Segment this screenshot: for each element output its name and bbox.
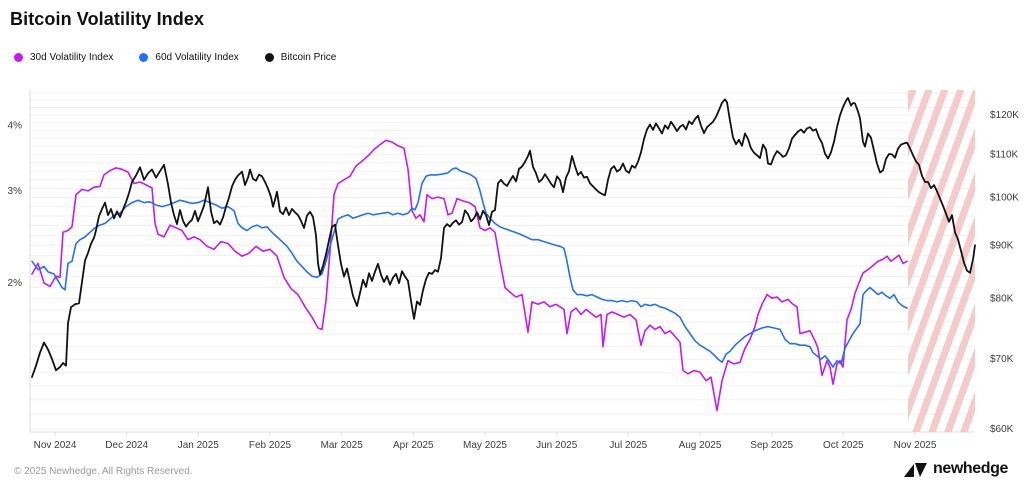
right-axis-labels: $120K $110K $100K $90K $80K $70K $60K [990, 110, 1019, 435]
svg-text:$80K: $80K [990, 294, 1014, 305]
legend-label-60d: 60d Volatility Index [155, 52, 239, 63]
svg-text:$90K: $90K [990, 240, 1014, 251]
legend-label-30d: 30d Volatility Index [30, 52, 114, 63]
svg-text:Jan 2025: Jan 2025 [178, 440, 220, 451]
svg-text:Oct 2025: Oct 2025 [823, 440, 864, 451]
svg-text:$110K: $110K [990, 149, 1019, 160]
svg-text:$100K: $100K [990, 193, 1019, 204]
svg-text:$120K: $120K [990, 110, 1019, 121]
brand-name: newhedge [932, 460, 1008, 477]
series-bitcoin-price-line [31, 97, 976, 378]
svg-text:$60K: $60K [990, 424, 1014, 435]
chart-legend: 30d Volatility Index 60d Volatility Inde… [14, 52, 336, 63]
gridlines [29, 90, 975, 433]
forecast-hatch-region [908, 90, 975, 432]
brand-logo: newhedge [903, 460, 1008, 478]
svg-text:Feb 2025: Feb 2025 [249, 440, 292, 451]
x-axis: Nov 2024 Dec 2024 Jan 2025 Feb 2025 Mar 2025… [34, 432, 937, 451]
svg-text:Dec 2024: Dec 2024 [105, 440, 148, 451]
svg-text:Sep 2025: Sep 2025 [750, 440, 793, 451]
left-axis-labels: 4% 3% 2% [8, 121, 23, 289]
legend-item-30d-volatility[interactable]: 30d Volatility Index [14, 52, 113, 63]
newhedge-logo-icon [903, 461, 927, 477]
legend-item-60d-volatility[interactable]: 60d Volatility Index [139, 52, 239, 63]
svg-text:Mar 2025: Mar 2025 [321, 440, 364, 451]
svg-text:Nov 2024: Nov 2024 [34, 440, 77, 451]
svg-text:4%: 4% [8, 121, 23, 132]
svg-text:Jun 2025: Jun 2025 [536, 440, 578, 451]
legend-item-bitcoin-price[interactable]: Bitcoin Price [264, 52, 337, 63]
legend-dot-60d-icon [139, 53, 149, 62]
svg-text:3%: 3% [8, 186, 23, 197]
svg-text:Nov 2025: Nov 2025 [894, 440, 937, 451]
page-title: Bitcoin Volatility Index [10, 9, 205, 29]
series-30d-volatility-line [31, 139, 908, 412]
svg-text:$70K: $70K [990, 354, 1014, 365]
svg-text:Aug 2025: Aug 2025 [679, 440, 722, 451]
legend-dot-30d-icon [14, 53, 23, 62]
series-60d-volatility-line [31, 167, 908, 368]
svg-text:Jul 2025: Jul 2025 [609, 440, 647, 451]
svg-text:Apr 2025: Apr 2025 [393, 440, 434, 451]
svg-text:2%: 2% [8, 278, 23, 289]
copyright-text: © 2025 Newhedge. All Rights Reserved. [14, 466, 193, 477]
svg-text:May 2025: May 2025 [463, 440, 507, 451]
legend-dot-price-icon [264, 53, 274, 62]
legend-label-price: Bitcoin Price [280, 52, 337, 63]
